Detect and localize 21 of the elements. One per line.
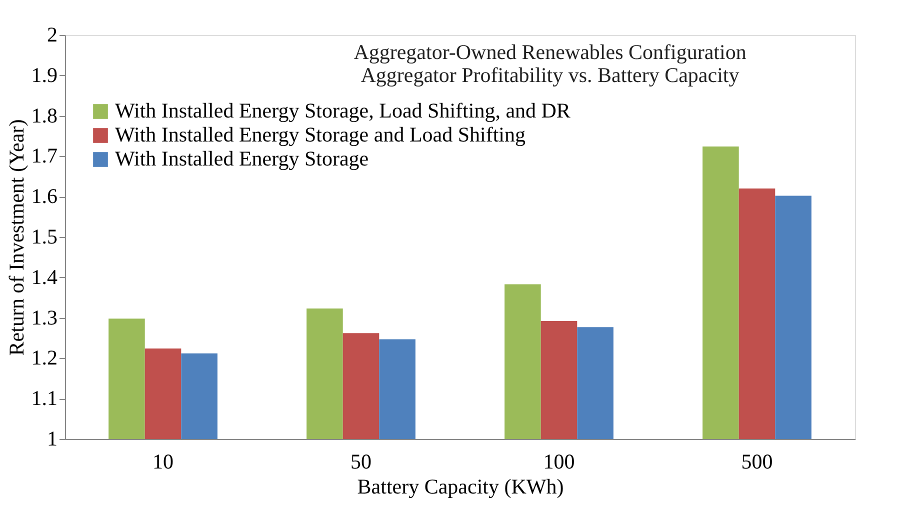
text: Aggregator-Owned Renewables Configuration Aggregator Profitability vs. Battery Capacity [354, 40, 747, 87]
x-axis-title: Battery Capacity (KWh) [357, 474, 564, 498]
y-tick-label: 2 [47, 22, 58, 46]
y-tick-label: 1.5 [31, 224, 58, 248]
legend-label: With Installed Energy Storage, Load Shifting, and DR [115, 98, 570, 122]
y-tick-label: 1.7 [31, 144, 58, 168]
y-axis-title: Return of Investment (Year) [4, 119, 28, 356]
y-tick-label: 1.1 [31, 386, 58, 410]
x-tick-label: 10 [152, 450, 174, 474]
y-tick-label: 1 [47, 426, 58, 450]
legend-label: With Installed Energy Storage and Load Shifting [115, 122, 526, 146]
y-tick-label: 1.9 [31, 62, 58, 87]
y-tick-label: 1.6 [31, 184, 58, 208]
y-tick-label: 1.8 [31, 103, 58, 128]
y-tick-label: 1.4 [31, 264, 58, 289]
x-tick-label: 500 [741, 450, 773, 474]
y-tick-label: 1.3 [31, 305, 58, 330]
x-tick-label: 50 [350, 450, 372, 474]
x-tick-label: 100 [543, 450, 575, 474]
legend-label: With Installed Energy Storage [115, 146, 369, 170]
y-tick-label: 1.2 [31, 346, 58, 370]
